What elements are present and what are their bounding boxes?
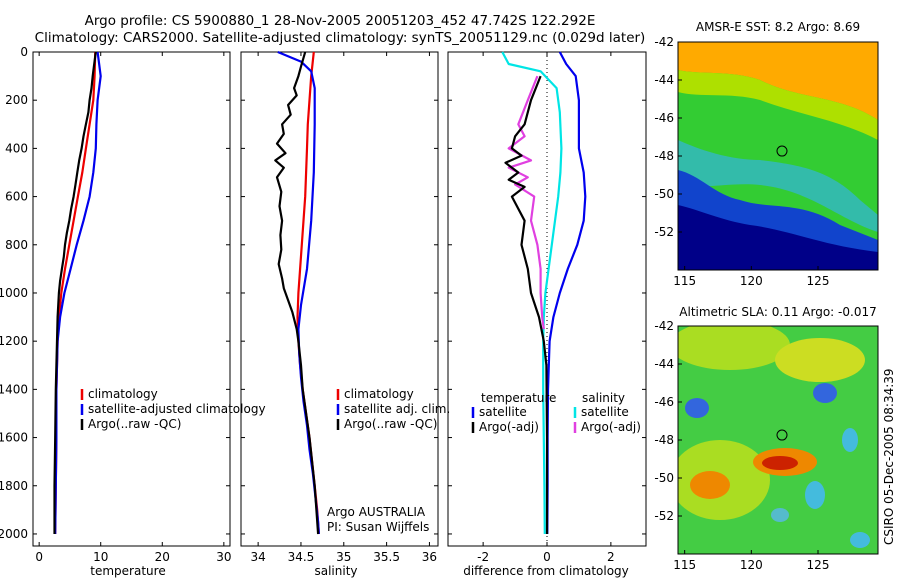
salinity-xtick-label: 34: [250, 550, 265, 564]
amsr-sst-ytick-label: -50: [654, 187, 674, 201]
depth-ytick-label: 800: [5, 238, 28, 252]
difference-series-magenta: [507, 75, 545, 330]
depth-ytick-label: 1200: [0, 334, 28, 348]
temperature-legend-label: climatology: [88, 387, 158, 401]
sla-map-panel: Altimetric SLA: 0.11 Argo: -0.017 115 120…: [654, 305, 879, 572]
depth-ytick-label: 600: [5, 190, 28, 204]
difference-xtick-label: -2: [477, 550, 489, 564]
depth-ytick-label: 1600: [0, 431, 28, 445]
salinity-series-black: [274, 51, 320, 535]
csiro-credit: CSIRO 05-Dec-2005 08:34:39: [882, 368, 896, 545]
altimetric-sla-ytick-label: -48: [654, 433, 674, 447]
temperature-legend-label: Argo(..raw -QC): [88, 417, 181, 431]
depth-ytick-label: 400: [5, 141, 28, 155]
salinity-legend-label: Argo(..raw -QC): [344, 417, 437, 431]
depth-ytick-label: 2000: [0, 527, 28, 541]
depth-ytick-label: 1000: [0, 286, 28, 300]
difference-series-black: [504, 75, 549, 534]
altimetric-sla-xtick-label: 120: [740, 558, 763, 572]
altimetric-sla-ytick-label: -46: [654, 395, 674, 409]
salinity-legend-label: climatology: [344, 387, 414, 401]
difference-series-blue: [546, 51, 587, 535]
salinity-legend-label: satellite adj. clim.: [344, 402, 450, 416]
amsr-sst-ytick-label: -46: [654, 111, 674, 125]
difference-legend-label: satellite: [479, 405, 527, 419]
amsr-sst-ytick-label: -42: [654, 35, 674, 49]
sst-heatmap: [678, 42, 878, 270]
difference-xlabel: difference from climatology: [463, 564, 629, 578]
altimetric-sla-xtick-label: 125: [807, 558, 830, 572]
temperature-xtick-label: 10: [93, 550, 108, 564]
temperature-xtick-label: 30: [216, 550, 231, 564]
altimetric-sla-ytick-label: -42: [654, 319, 674, 333]
difference-legend-label: Argo(-adj): [581, 420, 641, 434]
difference-legend-label: Argo(-adj): [479, 420, 539, 434]
difference-xtick-label: 0: [543, 550, 551, 564]
sst-map-panel: AMSR-E SST: 8.2 Argo: 8.69 115 120 125 -42 -…: [654, 20, 879, 288]
salinity-xlabel: salinity: [314, 564, 357, 578]
amsr-sst-ytick-label: -48: [654, 149, 674, 163]
temperature-panel: 0 10 20 30 0 200 400 600 800 1000 1200 1400 1600 1800…: [0, 45, 266, 578]
temperature-xtick-label: 20: [155, 550, 170, 564]
sla-heatmap: [678, 326, 878, 554]
depth-ytick-label: 1400: [0, 382, 28, 396]
salinity-xtick-label: 34.5: [288, 550, 315, 564]
amsr-sst-xtick-label: 115: [673, 274, 696, 288]
altimetric-sla-ytick-label: -44: [654, 357, 674, 371]
altimetric-sla-xtick-label: 115: [673, 558, 696, 572]
altimetric-sla-ytick-label: -52: [654, 509, 674, 523]
temperature-series-black: [53, 51, 97, 534]
salinity-plot-frame: [240, 51, 439, 547]
depth-ytick-label: 1800: [0, 479, 28, 493]
depth-ytick-label: 0: [20, 45, 28, 59]
sla-argo-marker: [776, 429, 788, 441]
difference-legend-salinity-title: salinity: [582, 391, 625, 405]
salinity-xtick-label: 35: [336, 550, 351, 564]
difference-series-cyan: [501, 51, 563, 535]
altimetric-sla-ytick-label: -50: [654, 471, 674, 485]
temperature-plot-frame: [32, 51, 231, 547]
salinity-xtick-label: 35.5: [373, 550, 400, 564]
salinity-xtick-label: 36: [422, 550, 437, 564]
depth-ytick-label: 200: [5, 93, 28, 107]
sla-map-title: Altimetric SLA: 0.11 Argo: -0.017: [679, 305, 876, 319]
amsr-sst-xtick-label: 125: [807, 274, 830, 288]
temperature-series-red: [54, 51, 97, 535]
argo-australia-note: Argo AUSTRALIA: [327, 505, 426, 519]
amsr-sst-ytick-label: -52: [654, 225, 674, 239]
figure-title-line2: Climatology: CARS2000. Satellite-adjuste…: [34, 30, 646, 46]
amsr-sst-xtick-label: 120: [740, 274, 763, 288]
difference-xtick-label: 2: [607, 550, 615, 564]
figure-title-line1: Argo profile: CS 5900880_1 28-Nov-2005 2…: [84, 13, 596, 29]
amsr-sst-ytick-label: -44: [654, 73, 674, 87]
pi-note: PI: Susan Wijffels: [327, 520, 429, 534]
sst-map-title: AMSR-E SST: 8.2 Argo: 8.69: [696, 20, 860, 34]
temperature-legend-label: satellite-adjusted climatology: [88, 402, 266, 416]
difference-legend-temperature-title: temperature: [481, 391, 556, 405]
sst-argo-marker: [776, 145, 788, 157]
temperature-xlabel: temperature: [90, 564, 165, 578]
difference-legend-label: satellite: [581, 405, 629, 419]
temperature-xtick-label: 0: [35, 550, 43, 564]
